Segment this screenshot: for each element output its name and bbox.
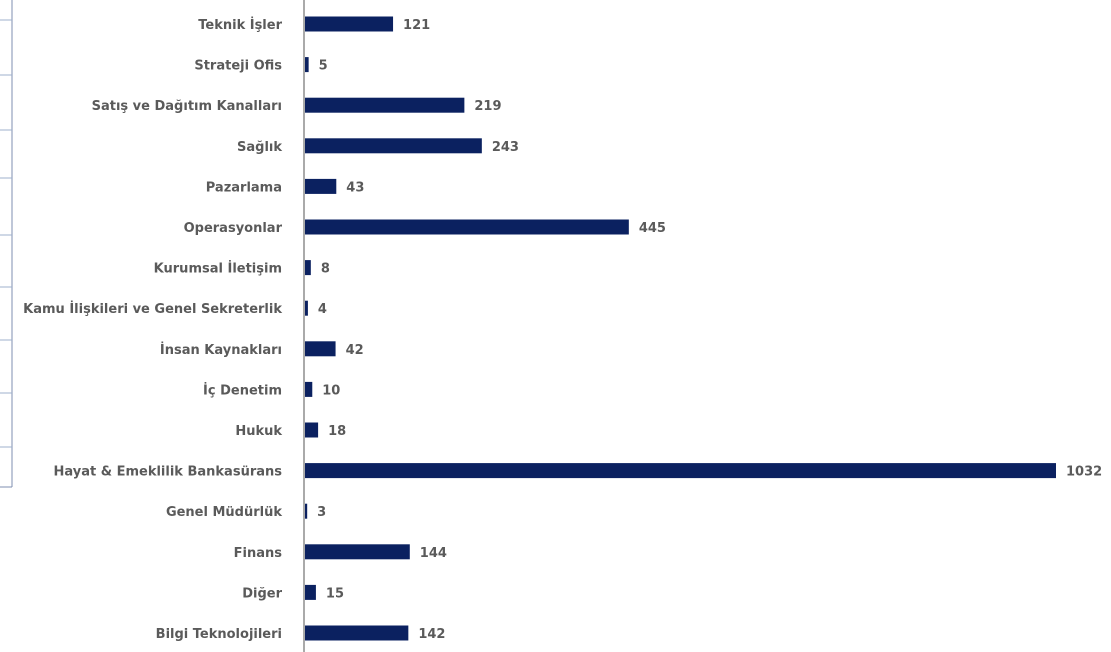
category-label: Hukuk xyxy=(235,424,282,439)
bar xyxy=(305,16,394,32)
category-label: Teknik İşler xyxy=(198,17,282,33)
value-label: 3 xyxy=(317,505,326,520)
value-label: 1032 xyxy=(1066,465,1102,480)
category-label: Hayat & Emeklilik Bankasürans xyxy=(53,465,282,480)
bar xyxy=(305,625,409,641)
category-label: Diğer xyxy=(242,586,282,601)
category-label: Bilgi Teknolojileri xyxy=(156,627,282,642)
value-label: 121 xyxy=(403,18,430,33)
category-label: İnsan Kaynakları xyxy=(160,342,282,358)
value-label: 8 xyxy=(321,262,330,277)
bar xyxy=(305,503,308,519)
bar xyxy=(305,463,1056,479)
category-label: Pazarlama xyxy=(206,180,282,195)
bar xyxy=(305,138,482,154)
value-label: 18 xyxy=(328,424,346,439)
category-label: Finans xyxy=(234,546,283,561)
bar xyxy=(305,97,465,113)
category-label: Strateji Ofis xyxy=(194,59,282,74)
bar xyxy=(305,300,308,316)
category-label: İç Denetim xyxy=(203,382,282,398)
value-label: 445 xyxy=(639,221,666,236)
value-label: 5 xyxy=(319,59,328,74)
value-label: 144 xyxy=(420,546,447,561)
category-label: Satış ve Dağıtım Kanalları xyxy=(92,99,282,114)
value-label: 42 xyxy=(346,343,364,358)
bar xyxy=(305,260,311,276)
value-label: 10 xyxy=(322,383,340,398)
category-label: Kurumsal İletişim xyxy=(154,261,282,277)
value-label: 43 xyxy=(346,180,364,195)
bars-group: Teknik İşler 121 Strateji Ofis 5 Satış ve Da… xyxy=(23,16,1102,642)
bar xyxy=(305,57,309,73)
bar xyxy=(305,544,410,560)
left-edge-panel xyxy=(0,0,13,488)
category-label: Kamu İlişkileri ve Genel Sekreterlik xyxy=(23,301,282,317)
bar xyxy=(305,381,313,397)
bar xyxy=(305,219,629,235)
category-label: Operasyonlar xyxy=(184,221,283,236)
value-label: 142 xyxy=(418,627,445,642)
category-label: Genel Müdürlük xyxy=(166,505,282,520)
bar xyxy=(305,341,336,357)
value-label: 219 xyxy=(474,99,501,114)
category-label: Sağlık xyxy=(237,140,282,155)
value-label: 4 xyxy=(318,302,327,317)
bar xyxy=(305,422,319,438)
value-label: 243 xyxy=(492,140,519,155)
bar xyxy=(305,178,337,194)
value-label: 15 xyxy=(326,586,344,601)
bar xyxy=(305,584,316,600)
